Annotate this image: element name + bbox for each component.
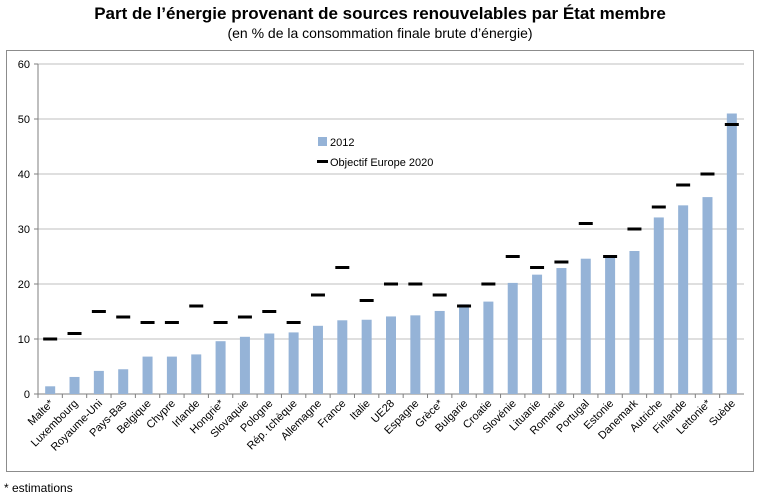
target-marker bbox=[384, 282, 398, 286]
target-marker bbox=[262, 310, 277, 313]
footnote: * estimations bbox=[4, 481, 73, 495]
target-marker bbox=[91, 310, 106, 313]
bar bbox=[434, 310, 445, 394]
y-tick-label: 60 bbox=[18, 59, 30, 71]
bar bbox=[726, 113, 737, 394]
bar bbox=[556, 268, 567, 394]
target-marker bbox=[189, 304, 204, 308]
target-marker bbox=[432, 293, 447, 297]
bar bbox=[264, 333, 275, 394]
target-marker bbox=[676, 183, 691, 187]
target-marker bbox=[310, 293, 325, 297]
bar bbox=[532, 274, 543, 394]
bar bbox=[678, 205, 689, 394]
target-marker bbox=[651, 205, 666, 209]
target-marker bbox=[530, 266, 545, 269]
chart-subtitle: (en % de la consommation finale brute d’… bbox=[227, 25, 533, 41]
target-marker bbox=[700, 172, 715, 176]
target-marker bbox=[116, 315, 131, 319]
target-marker bbox=[627, 227, 642, 231]
bar bbox=[239, 336, 250, 394]
target-marker bbox=[286, 321, 301, 324]
legend-label: Objectif Europe 2020 bbox=[330, 157, 433, 169]
bar bbox=[653, 217, 664, 394]
bar bbox=[312, 325, 323, 394]
bar bbox=[386, 316, 396, 394]
target-marker bbox=[335, 266, 350, 269]
bar bbox=[166, 356, 177, 394]
legend-swatch-bar bbox=[318, 137, 327, 146]
bar bbox=[142, 356, 153, 394]
bar bbox=[702, 197, 713, 394]
bar bbox=[288, 332, 299, 394]
target-marker bbox=[67, 332, 82, 335]
target-marker bbox=[140, 321, 155, 324]
bar bbox=[69, 376, 80, 394]
category-label: France bbox=[316, 398, 349, 431]
y-tick-label: 0 bbox=[24, 389, 30, 401]
bar bbox=[337, 320, 348, 394]
y-tick-label: 20 bbox=[18, 279, 30, 291]
bar bbox=[215, 341, 226, 394]
bar bbox=[580, 258, 591, 394]
chart-frame bbox=[6, 50, 754, 472]
chart-title: Part de l’énergie provenant de sources r… bbox=[94, 4, 666, 23]
target-marker bbox=[505, 255, 520, 258]
y-tick-label: 50 bbox=[18, 114, 30, 126]
target-marker bbox=[408, 282, 423, 286]
bar bbox=[93, 370, 104, 394]
bar bbox=[507, 282, 518, 394]
target-marker bbox=[578, 222, 593, 225]
y-tick-label: 30 bbox=[18, 224, 30, 236]
bar bbox=[191, 354, 202, 394]
target-marker bbox=[724, 123, 739, 126]
legend-label: 2012 bbox=[330, 137, 354, 149]
y-tick-label: 10 bbox=[18, 334, 30, 346]
category-label: Suède bbox=[707, 398, 738, 429]
bar bbox=[483, 301, 494, 394]
target-marker bbox=[603, 255, 618, 258]
bar bbox=[410, 315, 421, 394]
target-marker bbox=[359, 299, 374, 302]
target-marker bbox=[457, 304, 472, 308]
bar bbox=[605, 255, 616, 394]
bar bbox=[361, 319, 372, 394]
target-marker bbox=[554, 260, 569, 264]
bar bbox=[629, 251, 640, 394]
bar bbox=[118, 369, 129, 394]
bar bbox=[459, 304, 470, 394]
y-tick-label: 40 bbox=[18, 169, 30, 181]
target-marker bbox=[43, 337, 58, 341]
target-marker bbox=[164, 321, 179, 324]
target-marker bbox=[237, 315, 252, 319]
target-marker bbox=[481, 282, 496, 286]
bar bbox=[45, 386, 56, 394]
legend-swatch-marker bbox=[317, 160, 328, 163]
category-label: Italie bbox=[348, 398, 373, 423]
target-marker bbox=[213, 321, 228, 324]
